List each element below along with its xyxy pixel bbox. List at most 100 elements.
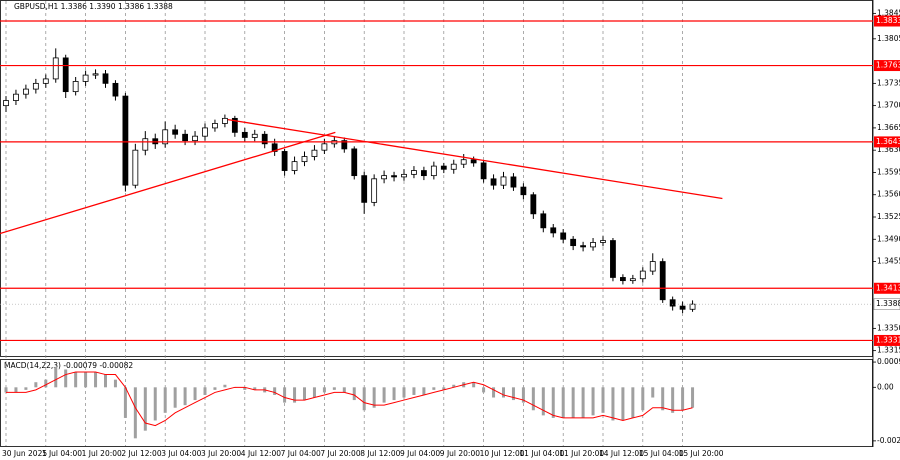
candle-body [510,176,517,188]
macd-bar [641,387,645,411]
candle-body [689,303,696,310]
macd-bar [621,387,625,421]
candle-body [600,240,606,243]
candle-body [371,178,378,203]
last-price-label: 1.3388 [876,299,900,308]
candle-body [52,57,59,80]
candle-body [570,238,577,247]
candle-body [480,162,487,180]
macd-bar [412,387,416,395]
candle-body [649,261,656,272]
y-tick-label: 1.3735 [877,78,900,87]
macd-bar [322,387,326,393]
y-tick-label: 0.00 [877,382,894,391]
candle-body [221,117,228,124]
candle-body [142,138,149,151]
macd-bar [561,387,565,418]
candle-body [192,135,198,142]
macd-bar [243,387,247,390]
y-tick-label: 1.3595 [877,167,900,176]
macd-bar [24,387,28,390]
macd-bar [601,387,605,413]
macd-bar [283,387,287,403]
candle-body [291,161,298,171]
candle-body [450,163,457,170]
candle-body [341,140,348,150]
candle-body [500,176,507,186]
macd-bar [312,387,316,398]
chart-title: GBPUSD,H1 1.3386 1.3390 1.3386 1.3388 [14,2,173,11]
candle-body [639,270,646,280]
y-tick-label: 1.3630 [877,145,900,154]
x-tick-label: 15 Jul 04:00 [639,449,684,458]
macd-bar [163,387,167,413]
macd-bar [143,387,147,431]
last-price-box [873,298,900,310]
candle-body [112,82,119,97]
x-tick-label: 7 Jul 04:00 [281,449,321,458]
level-box [874,334,900,346]
y-tick-label: 1.3455 [877,257,900,266]
macd-bar [581,387,585,418]
candle-body [420,170,427,177]
macd-signal [6,371,693,427]
y-tick-label: -0.0021 [877,436,900,445]
candle-body [430,165,437,177]
macd-bar [541,387,545,416]
y-tick-label: 0.00099 [877,357,900,366]
x-tick-label: 11 Jul 04:00 [519,449,564,458]
candle-body [72,81,79,93]
macd-bar [4,387,8,393]
y-tick-label: 1.3315 [877,346,900,355]
candle-body [92,73,99,76]
macd-bar [571,387,575,418]
candle-body [679,305,686,310]
macd-bar [402,387,406,398]
candle-body [231,117,238,133]
macd-panel-frame [0,359,873,447]
macd-bar [84,372,88,388]
candle-body [162,129,169,145]
candle-body [669,299,676,307]
macd-bar [442,387,446,390]
x-tick-label: 15 Jul 20:00 [679,449,724,458]
level-box [874,282,900,294]
candle-body [321,143,328,151]
macd-bar [64,369,68,388]
candle-body [3,100,9,107]
macd-bar [352,387,356,401]
candle-body [560,232,567,240]
x-tick-label: 9 Jul 04:00 [400,449,440,458]
candle-body [62,57,69,93]
macd-bar [551,387,555,418]
candle-body [550,227,557,234]
y-tick-label: 1.3845 [877,8,900,17]
candle-body [172,129,179,135]
y-tick-label: 1.3525 [877,212,900,221]
macd-bar [123,387,127,418]
level-label: 1.3833 [876,16,900,25]
macd-bar [193,387,197,401]
level-label: 1.3643 [876,137,900,146]
macd-bar [422,387,426,395]
macd-bar [133,387,137,439]
macd-bar [681,387,685,411]
macd-bar [173,387,177,408]
x-tick-label: 2 Jul 12:00 [121,449,161,458]
candle-body [251,133,258,138]
x-tick-label: 10 Jul 12:00 [480,449,525,458]
macd-bar [293,387,297,403]
macd-bar [492,387,496,398]
candle-body [629,278,636,282]
level-box [874,15,900,27]
macd-bar [671,387,675,413]
level-box [874,136,900,148]
candle-body [361,175,368,203]
candle-body [202,127,208,137]
candle-body [490,178,497,186]
candle-body [411,170,417,175]
level-label: 1.3331 [876,335,900,344]
macd-bar [511,387,515,401]
macd-bar [482,387,486,393]
